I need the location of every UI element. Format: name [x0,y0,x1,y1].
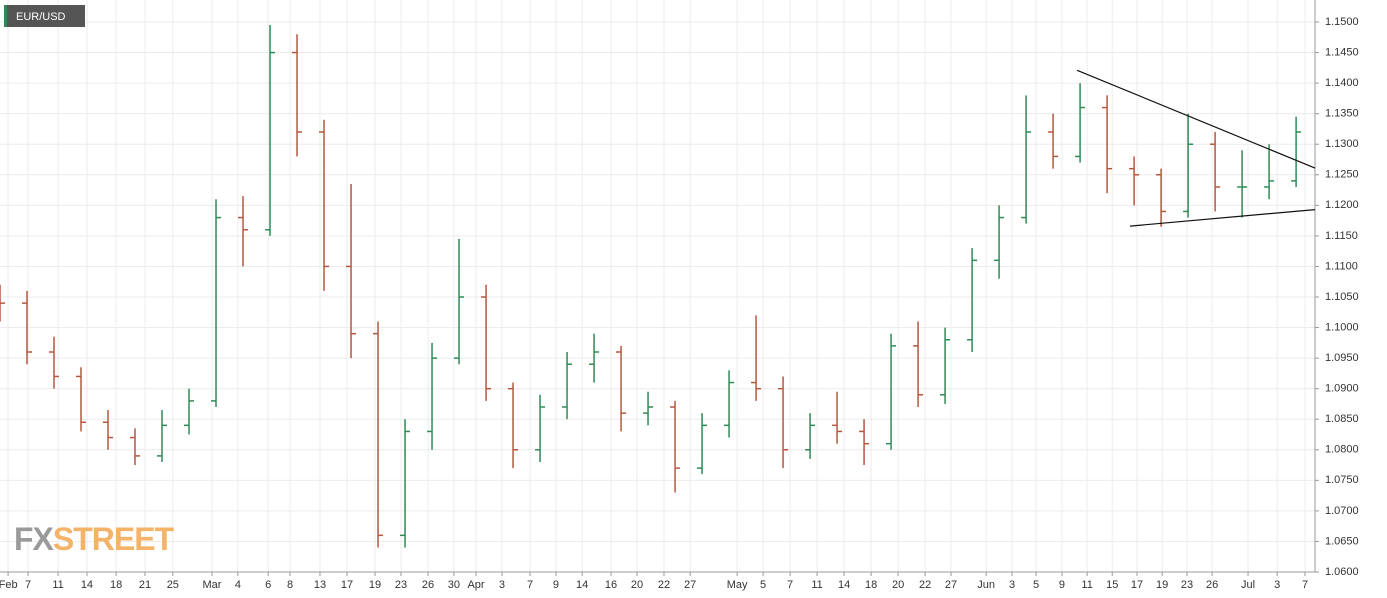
y-tick-label: 1.1050 [1325,291,1359,303]
plot-area [0,0,1315,572]
x-tick-label: 6 [265,579,271,591]
x-tick-label: 27 [945,579,957,591]
y-tick-label: 1.1000 [1325,321,1359,333]
x-tick-label: 3 [1274,579,1280,591]
x-tick-label: 3 [1009,579,1015,591]
x-tick-label: 9 [553,579,559,591]
y-tick-label: 1.1450 [1325,46,1359,58]
x-tick-label: 25 [167,579,179,591]
x-tick-label: 7 [1302,579,1308,591]
y-tick-label: 1.1250 [1325,169,1359,181]
x-tick-label: Apr [467,579,484,591]
x-tick-label: Mar [202,579,221,591]
y-tick-label: 1.0850 [1325,413,1359,425]
x-tick-label: 16 [605,579,617,591]
y-tick-label: 1.0950 [1325,352,1359,364]
x-tick-label: 14 [838,579,850,591]
x-tick-label: Jul [1241,579,1255,591]
y-tick-label: 1.1350 [1325,108,1359,120]
x-tick-label: 7 [787,579,793,591]
x-tick-label: 4 [235,579,241,591]
y-tick-label: 1.1300 [1325,138,1359,150]
trendline [1129,209,1316,227]
x-tick-label: 9 [1059,579,1065,591]
watermark: FXSTREET [14,521,175,557]
x-tick-label: 14 [576,579,588,591]
x-tick-label: Feb [0,579,18,591]
x-tick-label: 7 [25,579,31,591]
y-tick-label: 1.1500 [1325,16,1359,28]
x-tick-label: Jun [977,579,995,591]
title-box [4,5,85,27]
x-tick-label: 27 [684,579,696,591]
x-tick-label: May [727,579,748,591]
x-tick-label: 26 [1206,579,1218,591]
x-tick-label: 18 [110,579,122,591]
y-tick-label: 1.0800 [1325,444,1359,456]
x-tick-label: 13 [314,579,326,591]
x-tick-label: 18 [865,579,877,591]
x-tick-label: 19 [1156,579,1168,591]
x-tick-label: 21 [139,579,151,591]
x-tick-label: 15 [1106,579,1118,591]
y-tick-label: 1.0900 [1325,383,1359,395]
x-tick-label: 23 [1181,579,1193,591]
x-tick-label: 11 [811,579,822,591]
x-tick-label: 3 [499,579,505,591]
x-tick-label: 20 [631,579,643,591]
x-tick-label: 17 [341,579,353,591]
chart-title: EUR/USD [16,11,66,23]
x-tick-label: 8 [287,579,293,591]
y-tick-label: 1.1100 [1325,260,1358,272]
y-tick-label: 1.1200 [1325,199,1359,211]
y-tick-label: 1.0700 [1325,505,1359,517]
x-tick-label: 5 [1033,579,1039,591]
x-tick-label: 19 [369,579,381,591]
x-tick-label: 22 [919,579,931,591]
x-tick-label: 14 [81,579,93,591]
x-tick-label: 22 [658,579,670,591]
x-tick-label: 23 [395,579,407,591]
y-tick-label: 1.1150 [1325,230,1358,242]
x-tick-label: 11 [1081,579,1092,591]
x-tick-label: 26 [422,579,434,591]
x-tick-label: 30 [448,579,460,591]
x-tick-label: 7 [527,579,533,591]
title-accent [4,5,7,27]
y-tick-label: 1.0650 [1325,535,1359,547]
y-tick-label: 1.0600 [1325,566,1359,578]
y-tick-label: 1.1400 [1325,77,1359,89]
y-tick-label: 1.0750 [1325,474,1359,486]
x-tick-label: 17 [1131,579,1143,591]
x-tick-label: 5 [760,579,766,591]
trendline [1076,69,1316,169]
x-tick-label: 11 [52,579,63,591]
x-tick-label: 20 [892,579,904,591]
